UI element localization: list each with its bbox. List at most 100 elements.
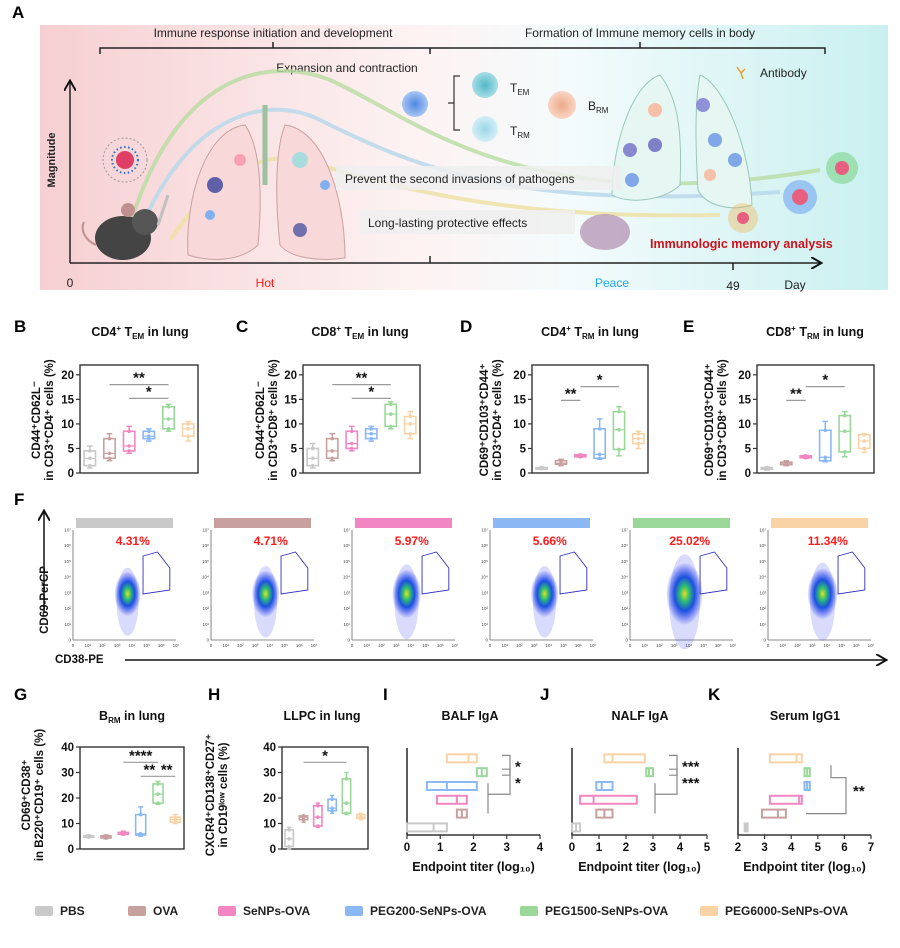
y-axis-label: CD44⁺CD62L⁻ bbox=[31, 381, 43, 459]
brm-label: BRM bbox=[588, 99, 609, 115]
y-tick-label: 10³ bbox=[64, 590, 71, 595]
title-segment: B bbox=[99, 709, 108, 723]
title-segment: RM bbox=[108, 716, 121, 725]
box-rect bbox=[122, 430, 136, 452]
y-tick-label: 10⁴ bbox=[64, 575, 71, 580]
mouse-illustration bbox=[81, 137, 170, 260]
data-point bbox=[408, 431, 413, 436]
data-point bbox=[166, 427, 171, 431]
range-bar-peg200-senps-ova bbox=[595, 780, 614, 791]
y-tick-label: 0 bbox=[68, 638, 71, 643]
x-tick-label: 10⁶ bbox=[296, 643, 303, 648]
box-peg6000-senps-ova bbox=[631, 430, 645, 450]
plot-frame bbox=[756, 364, 875, 474]
x-tick-label: 4 bbox=[677, 842, 684, 854]
data-point bbox=[330, 797, 334, 802]
gate-percentage: 11.34% bbox=[808, 534, 848, 548]
y-tick-label: 10⁶ bbox=[621, 543, 628, 548]
significance-bracket bbox=[806, 765, 847, 815]
data-point bbox=[369, 436, 374, 441]
box-senps-ova bbox=[573, 453, 587, 459]
y-tick-label: 5 bbox=[291, 443, 298, 455]
y-axis-label: in CD3⁺CD4⁺ cells (%) bbox=[44, 359, 56, 481]
x-tick-label: 10⁴ bbox=[407, 643, 414, 648]
data-point bbox=[597, 452, 602, 457]
box-peg1500-senps-ova bbox=[341, 771, 352, 816]
y-tick-label: 10⁴ bbox=[481, 575, 488, 580]
data-point bbox=[330, 806, 334, 810]
data-point bbox=[823, 428, 828, 433]
y-tick-label: 10⁶ bbox=[759, 543, 766, 548]
box-senps-ova bbox=[799, 454, 813, 460]
legend-item-pbs: PBS bbox=[35, 904, 85, 918]
chart-title: CD8+ TRM in lung bbox=[766, 324, 864, 341]
chart-title: CD4+ TRM in lung bbox=[541, 324, 639, 341]
y-tick-label: 10⁵ bbox=[202, 559, 209, 564]
cell-density bbox=[114, 571, 141, 616]
day-49-label: 49 bbox=[726, 279, 740, 293]
box-peg200-senps-ova bbox=[142, 428, 156, 442]
y-tick-label: 5 bbox=[745, 443, 752, 455]
expansion-label: Expansion and contraction bbox=[276, 61, 417, 75]
legend: PBS OVA SeNPs-OVA PEG200-SeNPs-OVA PEG1500-S… bbox=[35, 904, 848, 918]
chart-title: CD4+ TEM in lung bbox=[91, 324, 188, 341]
plot-frame bbox=[302, 364, 421, 474]
chart-title: NALF IgA bbox=[612, 709, 669, 723]
panel-e: CD8+ TRM in lung 0 5 10 15 20 CD69⁺CD103⁺CD44⁺… bbox=[704, 324, 875, 481]
box-peg1500-senps-ova bbox=[838, 410, 852, 458]
box-ova bbox=[325, 432, 339, 462]
data-point bbox=[316, 803, 320, 808]
data-point bbox=[862, 446, 867, 451]
y-tick-label: 10² bbox=[202, 606, 209, 611]
title-segment: T bbox=[341, 325, 352, 339]
panel-a-schematic: Immune response initiation and developme… bbox=[40, 25, 888, 293]
data-point bbox=[121, 830, 126, 835]
data-point bbox=[344, 777, 349, 781]
long-lasting-box bbox=[360, 210, 575, 234]
x-tick-label: 2 bbox=[470, 842, 476, 854]
group-header-bar bbox=[214, 518, 311, 528]
x-tick-label: 10⁷ bbox=[868, 643, 875, 648]
flow-y-label: CD69-PerCP bbox=[39, 566, 51, 634]
legend-item-peg6000-senps-ova: PEG6000-SeNPs-OVA bbox=[700, 904, 848, 918]
y-tick-label: 10¹ bbox=[481, 622, 488, 627]
data-point bbox=[330, 456, 335, 461]
data-point bbox=[166, 404, 171, 409]
box-rect bbox=[325, 437, 339, 460]
data-point bbox=[330, 436, 335, 441]
x-tick-label: 0 bbox=[629, 643, 632, 648]
y-tick-label: 0 bbox=[206, 638, 209, 643]
data-point bbox=[138, 812, 143, 817]
significance-label: ** bbox=[853, 783, 865, 800]
data-point bbox=[823, 455, 828, 460]
trm-cell-icon bbox=[472, 116, 498, 142]
flow-plot-peg200-senps-ova: 00 10¹ 10¹ 10² 10² 10³ 10³ 10⁴ 10⁴ 10⁵ 10⁵ 10⁶ 10⁶ 10… bbox=[481, 518, 597, 648]
y-tick-label: 10³ bbox=[481, 590, 488, 595]
x-tick-label: 0 bbox=[767, 643, 770, 648]
data-point bbox=[344, 801, 349, 805]
significance-bracket bbox=[487, 768, 511, 814]
flow-x-label: CD38-PE bbox=[55, 654, 104, 666]
x-tick-label: 10⁵ bbox=[422, 643, 429, 648]
box-peg6000-senps-ova bbox=[181, 420, 195, 442]
y-axis-label: CD69⁺CD103⁺CD44⁺ bbox=[704, 364, 716, 477]
y-axis-label: in B220⁺CD19⁺ cells (%) bbox=[34, 729, 46, 861]
data-point bbox=[388, 402, 393, 407]
data-point bbox=[173, 817, 178, 822]
y-tick-label: 10⁴ bbox=[202, 575, 209, 580]
box-pbs bbox=[83, 445, 97, 469]
x-tick-label: 10⁵ bbox=[700, 643, 707, 648]
data-point bbox=[388, 412, 393, 416]
y-tick-label: 10 bbox=[61, 819, 74, 831]
y-tick-label: 15 bbox=[61, 394, 74, 406]
data-point bbox=[617, 447, 621, 452]
data-point bbox=[369, 427, 374, 431]
significance-label: * bbox=[515, 758, 521, 775]
gate-polygon bbox=[421, 551, 450, 595]
significance-label: **** bbox=[129, 747, 153, 764]
data-point bbox=[86, 833, 91, 838]
data-point bbox=[301, 814, 306, 818]
y-tick-label: 10² bbox=[64, 606, 71, 611]
legend-label: PEG1500-SeNPs-OVA bbox=[545, 904, 668, 918]
